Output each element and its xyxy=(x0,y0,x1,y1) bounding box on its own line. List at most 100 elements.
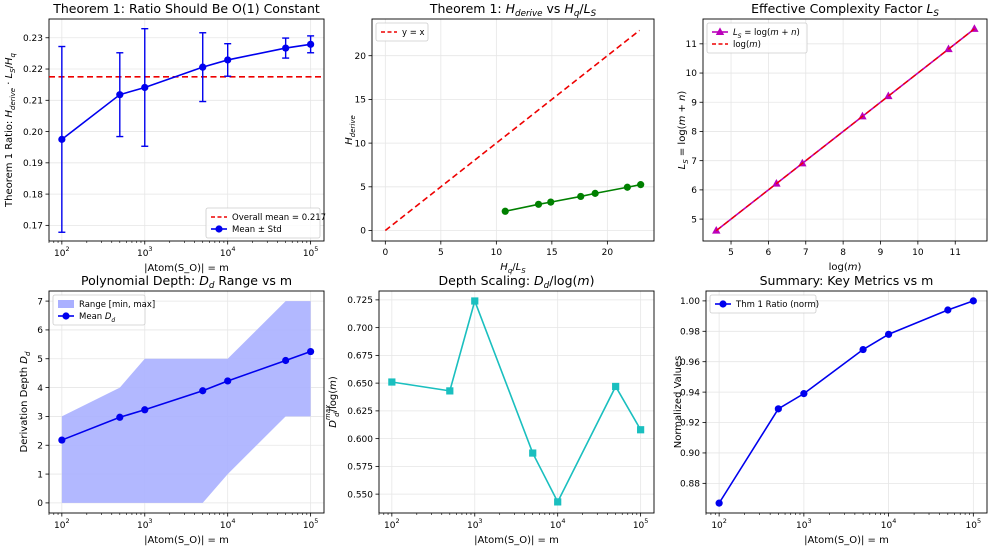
hderive-series-line xyxy=(505,183,641,213)
chart-title: Effective Complexity Factor LS xyxy=(751,1,939,19)
y-tick-label: 0.17 xyxy=(23,222,43,232)
legend-swatch xyxy=(58,300,74,308)
x-tick-label: 104 xyxy=(881,517,897,531)
x-tick-label: 0 xyxy=(382,248,388,258)
data-point xyxy=(591,189,599,197)
x-tick-label: 104 xyxy=(220,517,236,531)
y-tick-label: 0.92 xyxy=(680,419,700,429)
data-point xyxy=(969,297,977,305)
data-point xyxy=(141,406,149,414)
panel-p4: 102 103 104 105 0 1 2 3 4 5 6 7 Polynomial Depth: Dd… xyxy=(19,273,325,546)
x-axis-label: log(m) xyxy=(829,262,862,273)
y-tick-label: 0 xyxy=(37,499,43,509)
x-tick-label: 102 xyxy=(384,517,400,531)
x-axis-label: |Atom(S_O)| = m xyxy=(144,535,229,546)
data-point xyxy=(637,181,645,189)
x-tick-label: 5 xyxy=(728,248,734,258)
y-tick-label: 2 xyxy=(37,441,43,451)
depth-ratio-line xyxy=(391,298,642,504)
data-point xyxy=(471,297,479,305)
y-axis-label: LS = log(m + n) xyxy=(677,91,690,170)
y-tick-label: 9 xyxy=(691,98,697,108)
legend-label: Mean Dd xyxy=(79,312,115,324)
x-tick-label: 105 xyxy=(633,517,649,531)
x-tick-label: 102 xyxy=(711,517,727,531)
plot-frame xyxy=(702,18,988,242)
panel-p5: 102 103 104 105 0.550 0.575 0.600 0.625 0.650 0.6… xyxy=(324,273,655,546)
y-tick-label: 0 xyxy=(360,227,366,237)
panel-p1: 102 103 104 105 0.17 0.18 0.19 0.20 0.21 0.22 0.23… xyxy=(4,1,326,274)
legend-label: Thm 1 Ratio (norm) xyxy=(735,300,819,310)
y-tick-label: 0.675 xyxy=(347,352,373,362)
y-axis-label: Dmaxd/log(m) xyxy=(324,376,341,428)
y-tick-label: 5 xyxy=(37,355,43,365)
y-tick-label: 0.625 xyxy=(347,407,373,417)
mean-series-line xyxy=(61,43,311,141)
y-tick-label: 0.22 xyxy=(23,65,43,75)
y-tick-label: 0.650 xyxy=(347,379,373,389)
plot-frame xyxy=(705,290,988,514)
x-tick-label: 9 xyxy=(878,248,884,258)
data-point xyxy=(501,207,509,215)
plot-frame xyxy=(378,290,655,514)
range-band xyxy=(61,301,311,503)
legend-marker xyxy=(215,225,223,233)
data-point xyxy=(307,40,315,48)
x-tick-label: 105 xyxy=(966,517,982,531)
chart-title: Polynomial Depth: Dd Range vs m xyxy=(81,273,292,291)
y-tick-label: 0.20 xyxy=(23,128,43,138)
y-tick-label: 8 xyxy=(691,128,697,138)
data-point xyxy=(534,200,543,208)
y-tick-label: 1 xyxy=(37,470,43,480)
legend-box xyxy=(709,294,817,314)
y-tick-label: 0.23 xyxy=(23,34,43,44)
y-tick-label: 1.00 xyxy=(680,297,700,307)
y-tick-label: 0.18 xyxy=(23,190,43,200)
data-point xyxy=(577,192,585,201)
data-point xyxy=(282,44,290,52)
y-tick-label: 6 xyxy=(37,326,43,336)
x-axis-label: |Atom(S_O)| = m xyxy=(804,535,889,546)
y-tick-label: 0.725 xyxy=(347,296,373,306)
x-tick-label: 15 xyxy=(546,248,557,258)
data-point xyxy=(884,330,893,338)
legend-marker xyxy=(719,300,727,308)
x-tick-label: 10 xyxy=(912,248,924,258)
x-tick-label: 11 xyxy=(950,248,961,258)
x-tick-label: 102 xyxy=(54,517,70,531)
y-tick-label: 0.550 xyxy=(347,490,373,500)
y-tick-label: 4 xyxy=(37,384,43,394)
x-tick-label: 104 xyxy=(550,517,566,531)
y-tick-label: 0.88 xyxy=(680,480,700,490)
data-point xyxy=(612,382,620,391)
logm-line xyxy=(715,28,975,232)
y-tick-label: 0.90 xyxy=(680,449,700,459)
x-axis-label: Hq/LS xyxy=(500,262,526,275)
y-tick-label: 10 xyxy=(686,69,698,79)
legend-box xyxy=(706,22,808,54)
plot-frame xyxy=(371,18,655,242)
x-tick-label: 103 xyxy=(467,517,483,531)
legend-label: Overall mean = 0.217 xyxy=(232,213,326,223)
legend-box xyxy=(52,294,146,326)
y-tick-label: 7 xyxy=(691,157,697,167)
legend-label: y = x xyxy=(402,28,425,38)
data-point xyxy=(800,390,808,398)
plot-frame xyxy=(48,290,325,514)
data-point xyxy=(224,377,232,385)
y-axis-label: Normalized Values xyxy=(673,356,684,449)
x-tick-label: 103 xyxy=(137,517,153,531)
y-axis-label: Hderive xyxy=(344,115,357,145)
plot-frame xyxy=(48,18,325,242)
legend-marker xyxy=(715,27,725,35)
y-tick-label: 11 xyxy=(686,40,697,50)
data-point xyxy=(141,83,149,92)
y-tick-label: 0.94 xyxy=(680,388,700,398)
x-axis-label: |Atom(S_O)| = m xyxy=(144,263,229,274)
x-tick-label: 102 xyxy=(54,245,70,259)
panel-p2: 0 5 10 15 20 0 5 10 15 20 Theorem 1: Hderive vs Hq… xyxy=(344,1,655,275)
identity-line xyxy=(384,29,641,232)
y-tick-label: 10 xyxy=(355,139,367,149)
data-point xyxy=(199,63,207,71)
